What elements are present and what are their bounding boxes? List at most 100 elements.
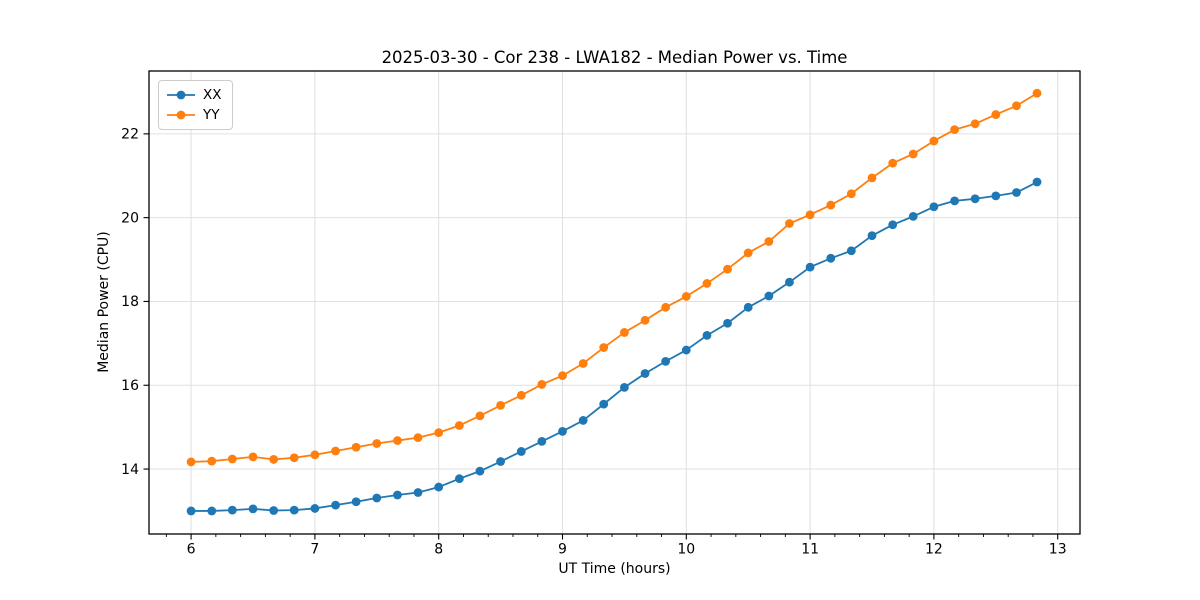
data-point-yy: [950, 125, 959, 135]
data-point-yy: [454, 421, 464, 430]
data-point-yy: [434, 428, 444, 438]
data-point-xx: [640, 369, 650, 378]
data-point-xx: [186, 506, 196, 516]
data-point-yy: [248, 452, 258, 462]
data-point-yy: [351, 442, 361, 452]
legend-label-yy: YY: [203, 107, 220, 123]
data-point-xx: [908, 211, 918, 221]
data-point-yy: [867, 173, 877, 183]
x-tick-label: 11: [801, 542, 819, 558]
data-point-yy: [207, 456, 217, 466]
data-point-xx: [413, 488, 423, 497]
data-point-yy: [846, 189, 856, 199]
data-point-yy: [537, 380, 547, 389]
data-point-yy: [826, 200, 836, 210]
data-point-yy: [970, 119, 980, 129]
data-point-yy: [1032, 88, 1042, 98]
data-point-xx: [289, 505, 299, 515]
data-point-yy: [991, 110, 1001, 119]
data-point-xx: [393, 490, 402, 500]
data-point-xx: [991, 191, 1001, 201]
data-point-yy: [785, 219, 794, 228]
data-point-yy: [743, 248, 753, 258]
chart-title: 2025-03-30 - Cor 238 - LWA182 - Median P…: [381, 48, 848, 67]
data-point-xx: [970, 194, 980, 204]
data-point-yy: [661, 302, 671, 312]
y-tick-label: 16: [121, 378, 139, 394]
data-point-xx: [764, 291, 774, 301]
data-point-yy: [289, 453, 299, 463]
data-point-xx: [681, 345, 691, 355]
data-point-xx: [1012, 188, 1021, 197]
data-point-yy: [1012, 101, 1021, 111]
yy-line-swatch-icon: [167, 110, 195, 120]
data-point-xx: [888, 220, 898, 230]
y-tick-label: 20: [121, 210, 139, 226]
data-point-xx: [743, 302, 753, 312]
data-point-xx: [950, 196, 959, 206]
data-point-xx: [846, 246, 856, 256]
data-point-xx: [1032, 177, 1042, 187]
legend-label-xx: XX: [203, 87, 222, 103]
x-tick-label: 9: [558, 542, 567, 558]
data-point-xx: [248, 504, 258, 514]
data-point-xx: [454, 474, 464, 484]
legend: XX YY: [158, 80, 233, 130]
data-point-xx: [785, 277, 794, 287]
data-point-yy: [805, 210, 815, 220]
data-point-yy: [908, 149, 918, 159]
x-tick-label: 13: [1049, 542, 1067, 558]
data-point-yy: [310, 450, 320, 460]
xx-line-swatch-icon: [167, 90, 195, 100]
data-point-yy: [413, 433, 423, 443]
data-point-xx: [826, 253, 836, 263]
data-point-yy: [372, 439, 382, 448]
data-point-xx: [269, 506, 279, 515]
data-point-yy: [578, 359, 588, 368]
data-point-yy: [475, 411, 485, 421]
y-tick-label: 18: [121, 294, 139, 310]
data-point-yy: [888, 158, 898, 168]
data-point-xx: [620, 382, 629, 392]
data-point-yy: [702, 279, 712, 288]
data-point-xx: [351, 497, 361, 507]
x-tick-label: 7: [310, 542, 319, 558]
data-point-xx: [805, 262, 815, 272]
data-point-xx: [434, 482, 444, 492]
data-point-yy: [516, 390, 526, 400]
legend-entry-xx: XX: [166, 85, 222, 105]
data-point-yy: [558, 371, 567, 381]
x-tick-label: 8: [434, 542, 443, 558]
data-point-yy: [599, 343, 609, 352]
data-point-xx: [227, 505, 237, 515]
data-point-yy: [331, 446, 340, 456]
data-point-xx: [207, 506, 217, 516]
x-tick-label: 10: [677, 542, 695, 558]
data-point-xx: [702, 330, 712, 340]
legend-entry-yy: YY: [166, 105, 222, 125]
data-point-xx: [516, 447, 526, 456]
y-tick-label: 22: [121, 127, 139, 143]
data-point-xx: [558, 426, 567, 436]
data-point-xx: [661, 356, 671, 366]
data-point-xx: [475, 466, 485, 476]
y-tick-label: 14: [121, 462, 139, 478]
data-point-xx: [496, 457, 506, 466]
series-line-xx: [191, 181, 1038, 512]
data-point-xx: [331, 500, 340, 510]
x-tick-label: 6: [187, 542, 196, 558]
data-point-yy: [764, 237, 774, 246]
data-point-xx: [372, 493, 382, 503]
data-point-yy: [227, 454, 237, 464]
data-point-xx: [599, 399, 609, 409]
data-point-yy: [723, 264, 732, 274]
data-point-yy: [640, 315, 650, 325]
data-point-yy: [929, 136, 939, 146]
data-point-yy: [620, 328, 629, 337]
data-point-yy: [186, 457, 196, 467]
series-line-yy: [191, 92, 1038, 463]
data-point-yy: [681, 292, 691, 301]
data-point-yy: [496, 400, 506, 410]
